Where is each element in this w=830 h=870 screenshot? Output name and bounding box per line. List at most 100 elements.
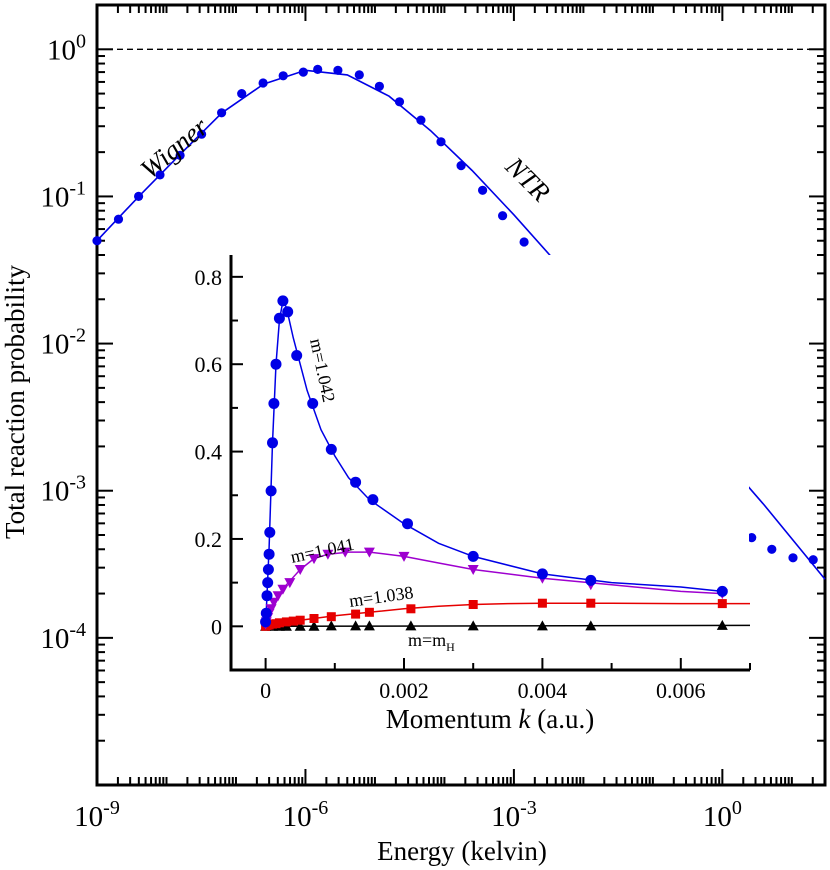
main-data-point	[788, 553, 798, 563]
inset-data-point	[716, 585, 728, 597]
main-data-point	[175, 150, 185, 160]
main-data-point	[498, 211, 508, 221]
main-data-point	[333, 65, 343, 75]
inset-tick-labels: 0 0.002 0.004 0.006 0 0.2 0.4 0.6 0.8	[195, 265, 706, 703]
inset-data-point	[274, 618, 284, 628]
inset-x-tick-label: 0.006	[656, 678, 706, 703]
inset-data-point	[307, 398, 319, 409]
inset-data-point	[262, 577, 274, 589]
inset-x-tick-label: 0	[260, 678, 271, 703]
inset-data-point	[262, 564, 274, 575]
inset-data-point	[294, 565, 306, 575]
main-x-tick-label: 10-6	[283, 797, 329, 833]
inset-data-point	[537, 598, 547, 608]
inset-data-point	[291, 350, 303, 361]
inset-data-point	[467, 620, 479, 631]
inset-y-tick-label: 0	[211, 614, 222, 639]
inset-data-point	[716, 619, 728, 630]
inset-data-points	[260, 295, 728, 631]
main-data-point	[747, 533, 757, 543]
inset-data-point	[265, 485, 277, 497]
main-data-point	[416, 115, 426, 125]
inset-y-tick-label: 0.2	[195, 527, 223, 552]
inset-data-point	[261, 590, 273, 602]
inset-data-point	[406, 604, 416, 614]
inset-y-tick-label: 0.6	[195, 352, 223, 377]
series-label-mH: m=mH	[408, 630, 455, 654]
inset-plot-background	[229, 255, 749, 670]
main-data-point	[92, 236, 102, 246]
inset-data-point	[717, 599, 727, 609]
inset-data-point	[585, 620, 597, 631]
annotation-ntr: NTR	[499, 150, 556, 207]
main-y-axis-label: Total reaction probability	[0, 264, 30, 539]
inset-y-tick-label: 0.8	[195, 265, 223, 290]
inset-data-point	[295, 615, 305, 625]
inset-data-point	[467, 550, 479, 562]
main-x-tick-label: 10-3	[491, 797, 537, 833]
inset-data-point	[277, 584, 289, 595]
main-data-point	[456, 161, 466, 171]
main-data-point	[197, 129, 207, 139]
inset-data-point	[282, 306, 294, 318]
inset-data-point	[326, 612, 336, 622]
inset-data-point	[468, 600, 478, 609]
main-data-point	[278, 71, 288, 81]
inset-data-point	[260, 616, 272, 628]
main-data-point	[155, 170, 165, 180]
main-y-tick-label: 10-4	[40, 619, 86, 655]
inset-fit-curve	[265, 624, 751, 628]
inset-data-point	[272, 591, 284, 602]
inset-data-point	[405, 620, 417, 631]
inset-data-point	[268, 597, 280, 608]
main-data-point	[478, 185, 488, 195]
inset-data-point	[263, 548, 275, 560]
main-data-point	[394, 97, 405, 107]
main-y-tick-label: 100	[47, 30, 86, 66]
inset-data-point	[350, 620, 362, 631]
inset-data-point	[467, 565, 479, 575]
main-data-point	[237, 89, 247, 99]
inset-data-point	[402, 518, 413, 530]
inset-data-point	[351, 609, 361, 619]
main-data-point	[298, 67, 308, 77]
main-data-point	[767, 544, 777, 554]
inset-data-point	[322, 549, 334, 560]
main-data-point	[374, 81, 384, 91]
inset-data-point	[364, 607, 374, 617]
inset-data-point	[309, 614, 319, 623]
main-data-point	[808, 555, 818, 565]
inset-data-point	[363, 620, 375, 631]
annotation-wigner: Wigner	[135, 111, 214, 184]
inset-fit-curve	[264, 298, 723, 627]
inset-x-tick-label: 0.002	[379, 678, 429, 703]
inset-data-point	[536, 568, 548, 580]
inset-data-point	[363, 547, 375, 558]
main-tick-labels: 10-9 10-6 10-3 100 100 10-1 10-2 10-3 10-4	[40, 30, 742, 833]
main-y-tick-label: 10-2	[40, 325, 86, 361]
main-axis-ticks	[96, 4, 826, 786]
main-y-tick-label: 10-3	[40, 472, 86, 508]
inset-axis-ticks	[231, 275, 751, 670]
inset-data-point	[268, 398, 280, 409]
main-data-point	[436, 137, 446, 147]
main-data-point	[519, 237, 529, 247]
inset-data-point	[350, 476, 362, 488]
main-data-point	[134, 191, 144, 201]
inset-data-point	[264, 526, 276, 538]
inset-data-point	[294, 620, 306, 631]
inset-data-point	[586, 598, 596, 608]
inset-data-point	[308, 620, 320, 631]
main-data-point	[113, 214, 124, 224]
inset-data-point	[308, 554, 320, 565]
inset-x-tick-label: 0.004	[518, 678, 568, 703]
inset-data-point	[260, 607, 272, 619]
inset-data-point	[267, 437, 278, 449]
inset-data-point	[281, 617, 291, 627]
main-x-tick-label: 100	[703, 797, 742, 833]
inset-data-point	[325, 443, 337, 455]
inset-data-point	[270, 358, 282, 370]
main-plot-frame	[95, 3, 827, 787]
inset-data-point	[398, 551, 410, 562]
